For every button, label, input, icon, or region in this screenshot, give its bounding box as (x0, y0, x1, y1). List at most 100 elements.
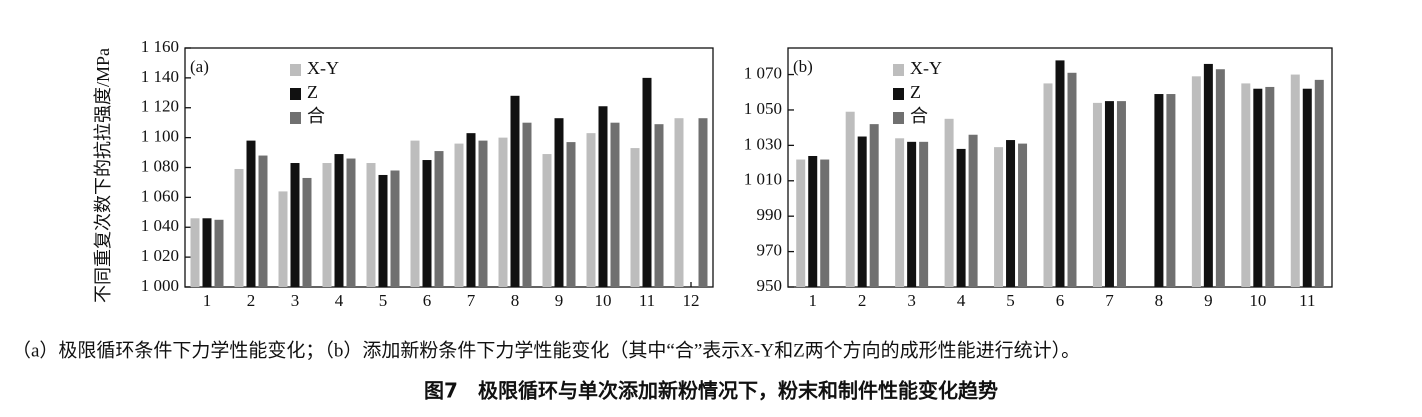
bar (522, 122, 532, 287)
bar (454, 143, 464, 287)
x-tick-label: 11 (1299, 291, 1315, 310)
bar (1203, 63, 1213, 287)
x-tick-label: 2 (247, 291, 256, 310)
bar (334, 154, 344, 287)
bar (586, 133, 596, 287)
figure-title: 图7 极限循环与单次添加新粉情况下，粉末和制件性能变化趋势 (424, 379, 998, 403)
bar (1006, 140, 1016, 287)
bar (1067, 72, 1077, 287)
x-tick-label: 7 (1105, 291, 1114, 310)
legend-swatch (893, 64, 904, 76)
bar (654, 124, 664, 288)
bar (598, 106, 608, 287)
legend-label: Z (910, 82, 921, 102)
bar (796, 159, 806, 287)
bar (434, 151, 444, 287)
y-tick-label: 1 050 (744, 99, 782, 118)
y-tick-label: 1 020 (141, 246, 179, 265)
panel-label: (a) (190, 57, 209, 76)
bar (1104, 101, 1114, 287)
bar (214, 219, 224, 287)
bar (1166, 94, 1176, 287)
bar (1241, 83, 1251, 287)
legend-label: X-Y (307, 58, 339, 78)
x-tick-label: 9 (1204, 291, 1213, 310)
bar (290, 163, 300, 287)
x-tick-label: 6 (423, 291, 432, 310)
legend-label: Z (307, 82, 318, 102)
bar (202, 218, 212, 287)
bar (956, 148, 966, 287)
bar (1092, 102, 1102, 287)
legend-label: 合 (910, 106, 928, 126)
bar (1215, 69, 1225, 287)
bar (1018, 143, 1028, 287)
x-tick-label: 10 (595, 291, 612, 310)
y-tick-label: 950 (757, 276, 783, 295)
bar (1191, 76, 1201, 287)
bar (895, 138, 905, 287)
bar (566, 142, 576, 287)
caption: （a）极限循环条件下力学性能变化；（b）添加新粉条件下力学性能变化（其中“合”表… (12, 339, 1080, 361)
x-tick-label: 1 (808, 291, 817, 310)
x-tick-label: 10 (1249, 291, 1266, 310)
bar (1253, 88, 1263, 287)
bar (1290, 74, 1300, 287)
x-tick-label: 12 (683, 291, 700, 310)
bar (869, 124, 879, 288)
bar (466, 133, 476, 287)
y-tick-label: 1 030 (744, 134, 782, 153)
bar (944, 118, 954, 287)
bar (642, 77, 652, 287)
bar (322, 163, 332, 287)
x-tick-label: 8 (511, 291, 520, 310)
bar (234, 168, 244, 287)
x-tick-label: 6 (1056, 291, 1065, 310)
legend-swatch (290, 64, 301, 76)
bar (610, 122, 620, 287)
bar (278, 191, 288, 287)
bar (968, 134, 978, 287)
bar (378, 174, 388, 287)
x-tick-label: 5 (379, 291, 388, 310)
x-tick-label: 4 (957, 291, 966, 310)
bar (1055, 60, 1065, 287)
y-tick-label: 1 140 (141, 67, 179, 86)
bar (390, 170, 400, 287)
y-tick-label: 1 080 (141, 156, 179, 175)
legend-swatch (893, 112, 904, 124)
bar (630, 148, 640, 287)
bar (808, 155, 818, 287)
bar (994, 147, 1004, 287)
bar (510, 95, 520, 287)
y-tick-label: 1 040 (141, 216, 179, 235)
x-tick-label: 5 (1006, 291, 1015, 310)
bar (346, 158, 356, 287)
bar (1302, 88, 1312, 287)
bar (1154, 94, 1164, 287)
bar (820, 159, 830, 287)
bar (366, 163, 376, 287)
bar (1265, 86, 1275, 287)
bar (302, 177, 312, 287)
y-tick-label: 970 (757, 240, 783, 259)
bar (246, 140, 256, 287)
y-tick-label: 1 070 (744, 63, 782, 82)
y-tick-label: 990 (757, 205, 783, 224)
bar (554, 118, 564, 287)
bar (258, 155, 268, 287)
bar (698, 118, 708, 287)
bar (422, 160, 432, 287)
y-axis-label: 不同重复次数下的抗拉强度/MPa (93, 48, 113, 303)
legend-label: X-Y (910, 58, 942, 78)
x-tick-label: 9 (555, 291, 564, 310)
legend-swatch (290, 88, 301, 100)
bar (1043, 83, 1053, 287)
x-tick-label: 4 (335, 291, 344, 310)
legend-swatch (290, 112, 301, 124)
x-tick-label: 2 (858, 291, 867, 310)
x-tick-label: 1 (203, 291, 212, 310)
bar (857, 136, 867, 287)
y-tick-label: 1 010 (744, 170, 782, 189)
